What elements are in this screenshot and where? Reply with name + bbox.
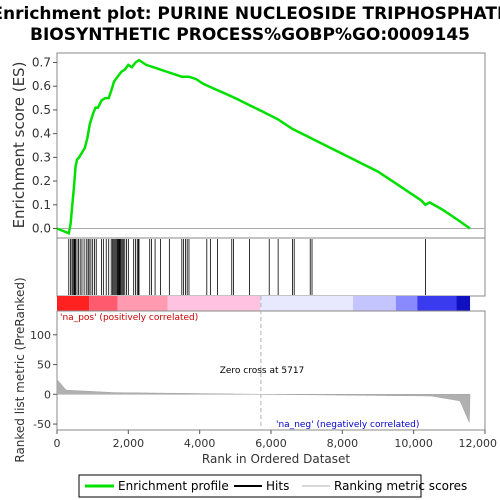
color-bar-segment xyxy=(260,296,354,311)
es-y-tick-label: 0.1 xyxy=(32,198,51,212)
chart-title-line-1: Enrichment plot: PURINE NUCLEOSIDE TRIPH… xyxy=(0,4,500,24)
metric-y-tick-label: 100 xyxy=(30,329,51,342)
metric-y-axis-title: Ranked list metric (PreRanked) xyxy=(13,277,27,462)
x-tick-label: 12,000 xyxy=(459,437,498,450)
zero-cross-label: Zero cross at 5717 xyxy=(220,366,305,376)
x-tick-label: 0 xyxy=(54,437,61,450)
es-y-tick-label: 0.3 xyxy=(32,150,51,164)
legend: Enrichment profile Hits Ranking metric s… xyxy=(78,474,467,498)
ranking-color-bar xyxy=(57,296,471,311)
color-bar-segment xyxy=(353,296,396,311)
metric-panel-frame xyxy=(56,310,486,431)
chart-title-line-2: BIOSYNTHETIC PROCESS%GOBP%GO:0009145 xyxy=(30,25,470,45)
es-panel-frame xyxy=(56,52,486,239)
x-tick-label: 10,000 xyxy=(394,437,433,450)
legend-profile-label: Enrichment profile xyxy=(118,479,229,493)
hit-marks xyxy=(68,239,426,295)
es-y-tick-label: 0.5 xyxy=(32,103,51,117)
hits-panel xyxy=(56,237,486,297)
x-tick-label: 6,000 xyxy=(255,437,287,450)
es-y-tick-label: 0.4 xyxy=(32,127,51,141)
pos-correlated-label: 'na_pos' (positively correlated) xyxy=(60,313,198,323)
x-axis-title: Rank in Ordered Dataset xyxy=(202,452,350,466)
metric-y-tick-label: 50 xyxy=(37,359,51,372)
x-tick-label: 4,000 xyxy=(184,437,216,450)
es-y-tick-label: 0.0 xyxy=(32,222,51,236)
es-axis-ticks: 0.0 0.1 0.2 0.3 0.4 0.5 0.6 0.7 xyxy=(32,55,57,236)
es-panel: 0.0 0.1 0.2 0.3 0.4 0.5 0.6 0.7 Enrichment scor… xyxy=(10,52,486,239)
es-y-axis-title: Enrichment score (ES) xyxy=(10,62,28,229)
color-bar-segment xyxy=(395,296,418,311)
metric-y-tick-label: -50 xyxy=(33,418,51,431)
ranking-metric-area xyxy=(56,378,471,423)
es-y-tick-label: 0.6 xyxy=(32,79,51,93)
neg-correlated-label: 'na_neg' (negatively correlated) xyxy=(276,420,419,430)
legend-metric-label: Ranking metric scores xyxy=(334,479,467,493)
x-axis-ticks: 0 2,000 4,000 6,000 8,000 10,000 12,000 xyxy=(54,430,498,450)
color-bar-segment xyxy=(89,296,118,311)
x-tick-label: 8,000 xyxy=(327,437,359,450)
color-bar-segment xyxy=(167,296,261,311)
color-bar-segment xyxy=(417,296,457,311)
legend-hits-label: Hits xyxy=(266,479,289,493)
es-y-tick-label: 0.7 xyxy=(32,55,51,69)
enrichment-profile-line xyxy=(56,58,471,236)
es-y-tick-label: 0.2 xyxy=(32,174,51,188)
color-bar-segment xyxy=(57,296,90,311)
color-bar-segment xyxy=(456,296,471,311)
color-bar-segment xyxy=(117,296,168,311)
metric-axis-ticks: -50 0 50 100 xyxy=(30,329,57,431)
x-tick-label: 2,000 xyxy=(113,437,145,450)
metric-y-tick-label: 0 xyxy=(44,388,51,401)
